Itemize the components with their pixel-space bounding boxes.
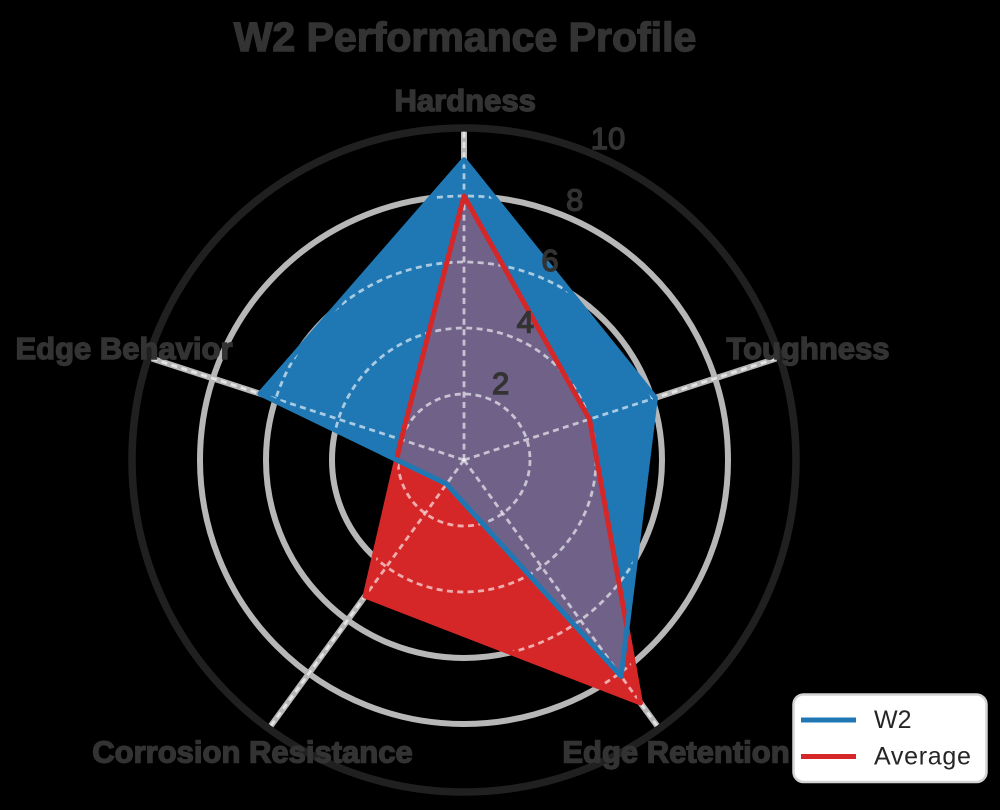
svg-text:Average: Average — [874, 743, 972, 771]
svg-text:10: 10 — [591, 121, 625, 156]
svg-text:2: 2 — [492, 366, 509, 401]
svg-text:Hardness: Hardness — [395, 83, 536, 118]
svg-text:8: 8 — [566, 183, 583, 218]
svg-text:4: 4 — [517, 305, 534, 340]
svg-text:6: 6 — [541, 243, 558, 278]
svg-text:W2 Performance Profile: W2 Performance Profile — [234, 14, 697, 60]
svg-text:W2: W2 — [874, 706, 912, 734]
svg-text:Edge Behavior: Edge Behavior — [15, 331, 232, 366]
svg-text:Edge Retention: Edge Retention — [562, 735, 789, 770]
svg-text:Toughness: Toughness — [726, 331, 889, 366]
svg-text:Corrosion Resistance: Corrosion Resistance — [92, 735, 412, 770]
